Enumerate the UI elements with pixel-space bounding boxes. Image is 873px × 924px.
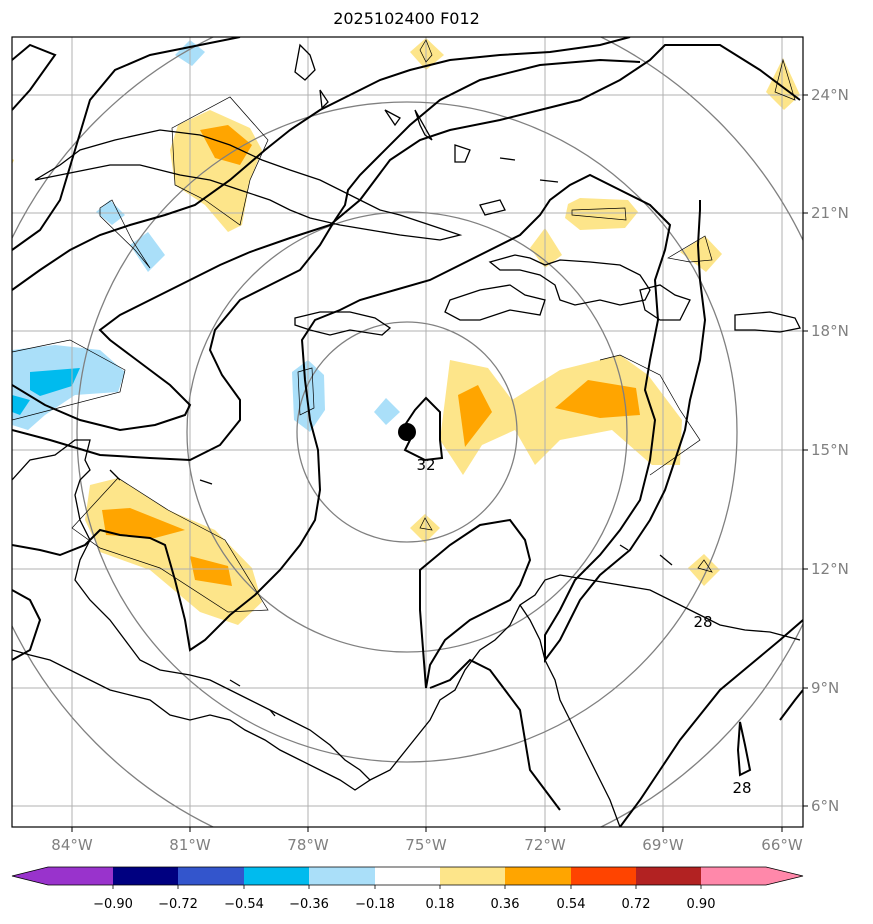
lat-label: 6°N: [811, 797, 839, 815]
contour-label-28-south: 28: [732, 779, 751, 797]
colorbar-segment: [571, 867, 636, 885]
colorbar-segment: [178, 867, 244, 885]
lat-label: 21°N: [811, 204, 849, 222]
anomaly-outlines: [12, 39, 796, 613]
lon-label: 81°W: [169, 836, 211, 854]
lon-label: 78°W: [287, 836, 329, 854]
colorbar-segment: [505, 867, 571, 885]
colorbar-segment: [375, 867, 440, 885]
lon-label: 69°W: [642, 836, 684, 854]
colorbar-tick-label: 0.90: [687, 897, 716, 912]
sst-contours: [12, 37, 803, 827]
lat-label: 24°N: [811, 86, 849, 104]
lon-label: 66°W: [761, 836, 803, 854]
axis-ticks: [71, 94, 808, 832]
colorbar-tick-label: −0.54: [224, 897, 264, 912]
range-rings: [12, 37, 803, 827]
colorbar-segment: [244, 867, 309, 885]
map-frame: [11, 36, 804, 828]
colorbar-tick-label: 0.54: [557, 897, 586, 912]
lat-label: 18°N: [811, 322, 849, 340]
colorbar-tick-label: 0.18: [426, 897, 455, 912]
colorbar-tick-label: −0.72: [158, 897, 198, 912]
lat-lon-grid: [12, 37, 803, 827]
lat-label: 9°N: [811, 679, 839, 697]
colorbar-tick-label: −0.90: [93, 897, 133, 912]
colorbar-segment: [701, 867, 803, 885]
lon-label: 75°W: [405, 836, 447, 854]
contour-label-32: 32: [416, 456, 435, 474]
map-area: [12, 37, 803, 827]
lat-label: 15°N: [811, 441, 849, 459]
colorbar-segment: [440, 867, 505, 885]
lon-label: 84°W: [51, 836, 93, 854]
colorbar-segment: [636, 867, 701, 885]
colorbar-tick-label: 0.72: [622, 897, 651, 912]
colorbar: −0.90 −0.72 −0.54 −0.36 −0.18 0.18 0.36 …: [11, 866, 804, 912]
lat-label: 12°N: [811, 560, 849, 578]
colorbar-segment: [12, 867, 113, 885]
map-title: 2025102400 F012: [333, 9, 480, 28]
lon-label: 72°W: [524, 836, 566, 854]
colorbar-segment: [113, 867, 178, 885]
colorbar-tick-label: 0.36: [491, 897, 520, 912]
contour-label-28-east: 28: [693, 613, 712, 631]
coastlines: [12, 43, 801, 827]
colorbar-tick-label: −0.18: [355, 897, 395, 912]
storm-center-marker: [398, 423, 416, 441]
colorbar-segment: [309, 867, 375, 885]
colorbar-outline: [11, 866, 804, 886]
colorbar-tick-label: −0.36: [289, 897, 329, 912]
